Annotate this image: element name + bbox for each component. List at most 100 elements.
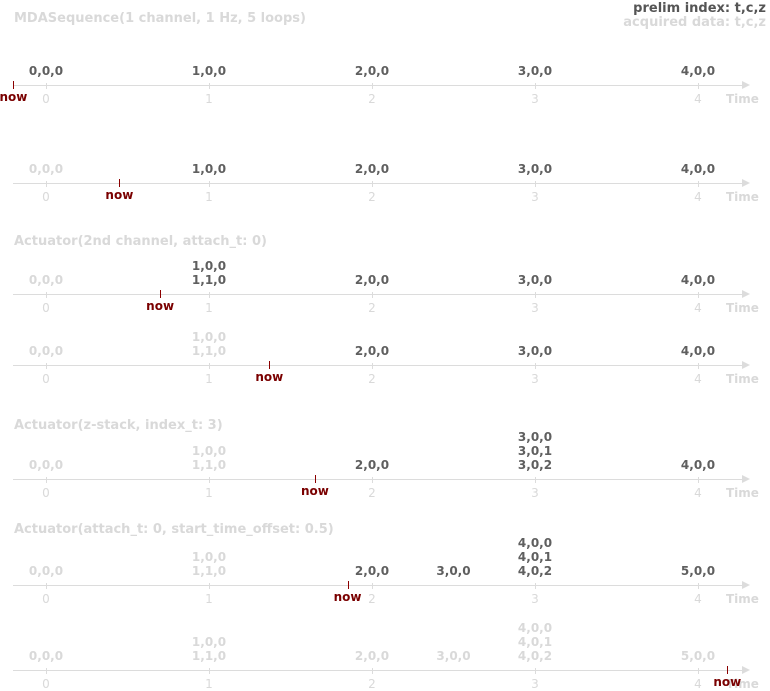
event-index: 2,0,0	[354, 458, 390, 472]
event-index: 4,0,2	[517, 564, 553, 578]
event-label: 3,0,0	[518, 274, 552, 288]
time-axis-label: Time	[726, 92, 759, 106]
event-index: 3,0,0	[517, 162, 553, 176]
axis-arrow-icon	[742, 179, 750, 187]
event-index: 2,0,0	[354, 162, 390, 176]
axis-tick-label: 4	[694, 592, 702, 606]
axis-tick-label: 2	[368, 92, 376, 106]
axis-tick-label: 1	[205, 92, 213, 106]
event-index: 1,0,0	[191, 330, 227, 344]
axis-tick	[535, 583, 536, 589]
time-axis-label: Time	[726, 301, 759, 315]
event-label: 0,0,0	[29, 163, 63, 177]
event-label: 2,0,0	[355, 459, 389, 473]
axis-tick	[535, 181, 536, 187]
event-index: 4,0,2	[517, 649, 553, 663]
time-axis	[13, 85, 743, 86]
event-index: 1,1,0	[191, 458, 227, 472]
axis-tick-label: 0	[42, 190, 50, 204]
event-index: 1,1,0	[191, 564, 227, 578]
time-axis-label: Time	[726, 486, 759, 500]
event-label: 3,0,0	[518, 163, 552, 177]
event-label: 2,0,0	[355, 163, 389, 177]
axis-tick	[372, 477, 373, 483]
event-index: 3,0,0	[436, 649, 471, 663]
event-index: 2,0,0	[354, 564, 390, 578]
now-marker	[13, 81, 15, 89]
event-index: 1,0,0	[191, 635, 227, 649]
event-label: 4,0,0 4,0,1 4,0,2	[518, 537, 552, 579]
axis-tick-label: 0	[42, 372, 50, 386]
axis-tick	[209, 181, 210, 187]
axis-tick	[209, 363, 210, 369]
section-title: Actuator(attach_t: 0, start_time_offset:…	[14, 522, 334, 537]
time-axis-label: Time	[726, 190, 759, 204]
event-label: 5,0,0	[681, 565, 715, 579]
event-index: 3,0,1	[517, 444, 553, 458]
axis-tick	[535, 668, 536, 674]
event-index: 4,0,0	[680, 344, 716, 358]
now-marker	[119, 179, 121, 187]
axis-tick	[535, 477, 536, 483]
event-index: 3,0,0	[517, 344, 553, 358]
time-axis	[13, 294, 743, 295]
event-label: 1,0,0 1,1,0	[192, 260, 226, 288]
axis-tick-label: 1	[205, 372, 213, 386]
axis-tick	[46, 181, 47, 187]
axis-tick-label: 0	[42, 592, 50, 606]
axis-tick-label: 0	[42, 301, 50, 315]
event-index: 1,0,0	[191, 444, 227, 458]
axis-tick-label: 4	[694, 92, 702, 106]
section-title: MDASequence(1 channel, 1 Hz, 5 loops)	[14, 11, 306, 26]
axis-tick	[698, 477, 699, 483]
axis-tick	[372, 181, 373, 187]
axis-tick-label: 4	[694, 486, 702, 500]
time-axis	[13, 585, 743, 586]
event-label: 0,0,0	[29, 459, 63, 473]
event-label: 0,0,0	[29, 345, 63, 359]
event-index: 5,0,0	[680, 564, 716, 578]
event-index: 1,1,0	[191, 344, 227, 358]
event-index: 2,0,0	[354, 344, 390, 358]
time-axis-label: Time	[726, 592, 759, 606]
event-index: 4,0,0	[680, 162, 716, 176]
axis-tick	[698, 583, 699, 589]
now-label: now	[105, 188, 134, 202]
axis-tick	[209, 292, 210, 298]
now-label: now	[146, 299, 175, 313]
event-label: 2,0,0	[355, 345, 389, 359]
event-index: 4,0,0	[517, 536, 553, 550]
event-index: 0,0,0	[28, 273, 64, 287]
axis-tick	[698, 292, 699, 298]
axis-tick	[209, 83, 210, 89]
axis-tick-label: 2	[368, 592, 376, 606]
event-index: 3,0,0	[436, 564, 471, 578]
axis-tick	[46, 583, 47, 589]
now-marker	[347, 581, 349, 589]
event-index: 0,0,0	[28, 649, 64, 663]
event-index: 0,0,0	[28, 162, 64, 176]
axis-tick-label: 0	[42, 92, 50, 106]
axis-tick-label: 4	[694, 190, 702, 204]
event-index: 1,0,0	[191, 550, 227, 564]
axis-tick-label: 3	[531, 190, 539, 204]
axis-tick	[46, 668, 47, 674]
axis-tick	[372, 668, 373, 674]
axis-tick	[698, 83, 699, 89]
axis-tick-label: 1	[205, 486, 213, 500]
now-marker	[314, 475, 316, 483]
now-marker	[160, 290, 162, 298]
event-label: 0,0,0	[29, 650, 63, 664]
event-label: 4,0,0	[681, 345, 715, 359]
event-label: 1,0,0	[192, 163, 226, 177]
event-index: 3,0,0	[517, 430, 553, 444]
event-label: 0,0,0	[29, 274, 63, 288]
axis-tick	[372, 292, 373, 298]
acquired-data-legend: acquired data: t,c,z	[623, 15, 766, 30]
axis-tick-label: 1	[205, 592, 213, 606]
axis-arrow-icon	[742, 290, 750, 298]
now-label: now	[713, 675, 742, 689]
section-title: Actuator(z-stack, index_t: 3)	[14, 418, 223, 433]
event-index: 0,0,0	[28, 344, 64, 358]
axis-tick	[535, 292, 536, 298]
